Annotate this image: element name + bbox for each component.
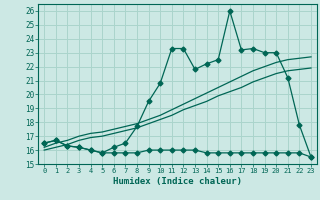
X-axis label: Humidex (Indice chaleur): Humidex (Indice chaleur): [113, 177, 242, 186]
